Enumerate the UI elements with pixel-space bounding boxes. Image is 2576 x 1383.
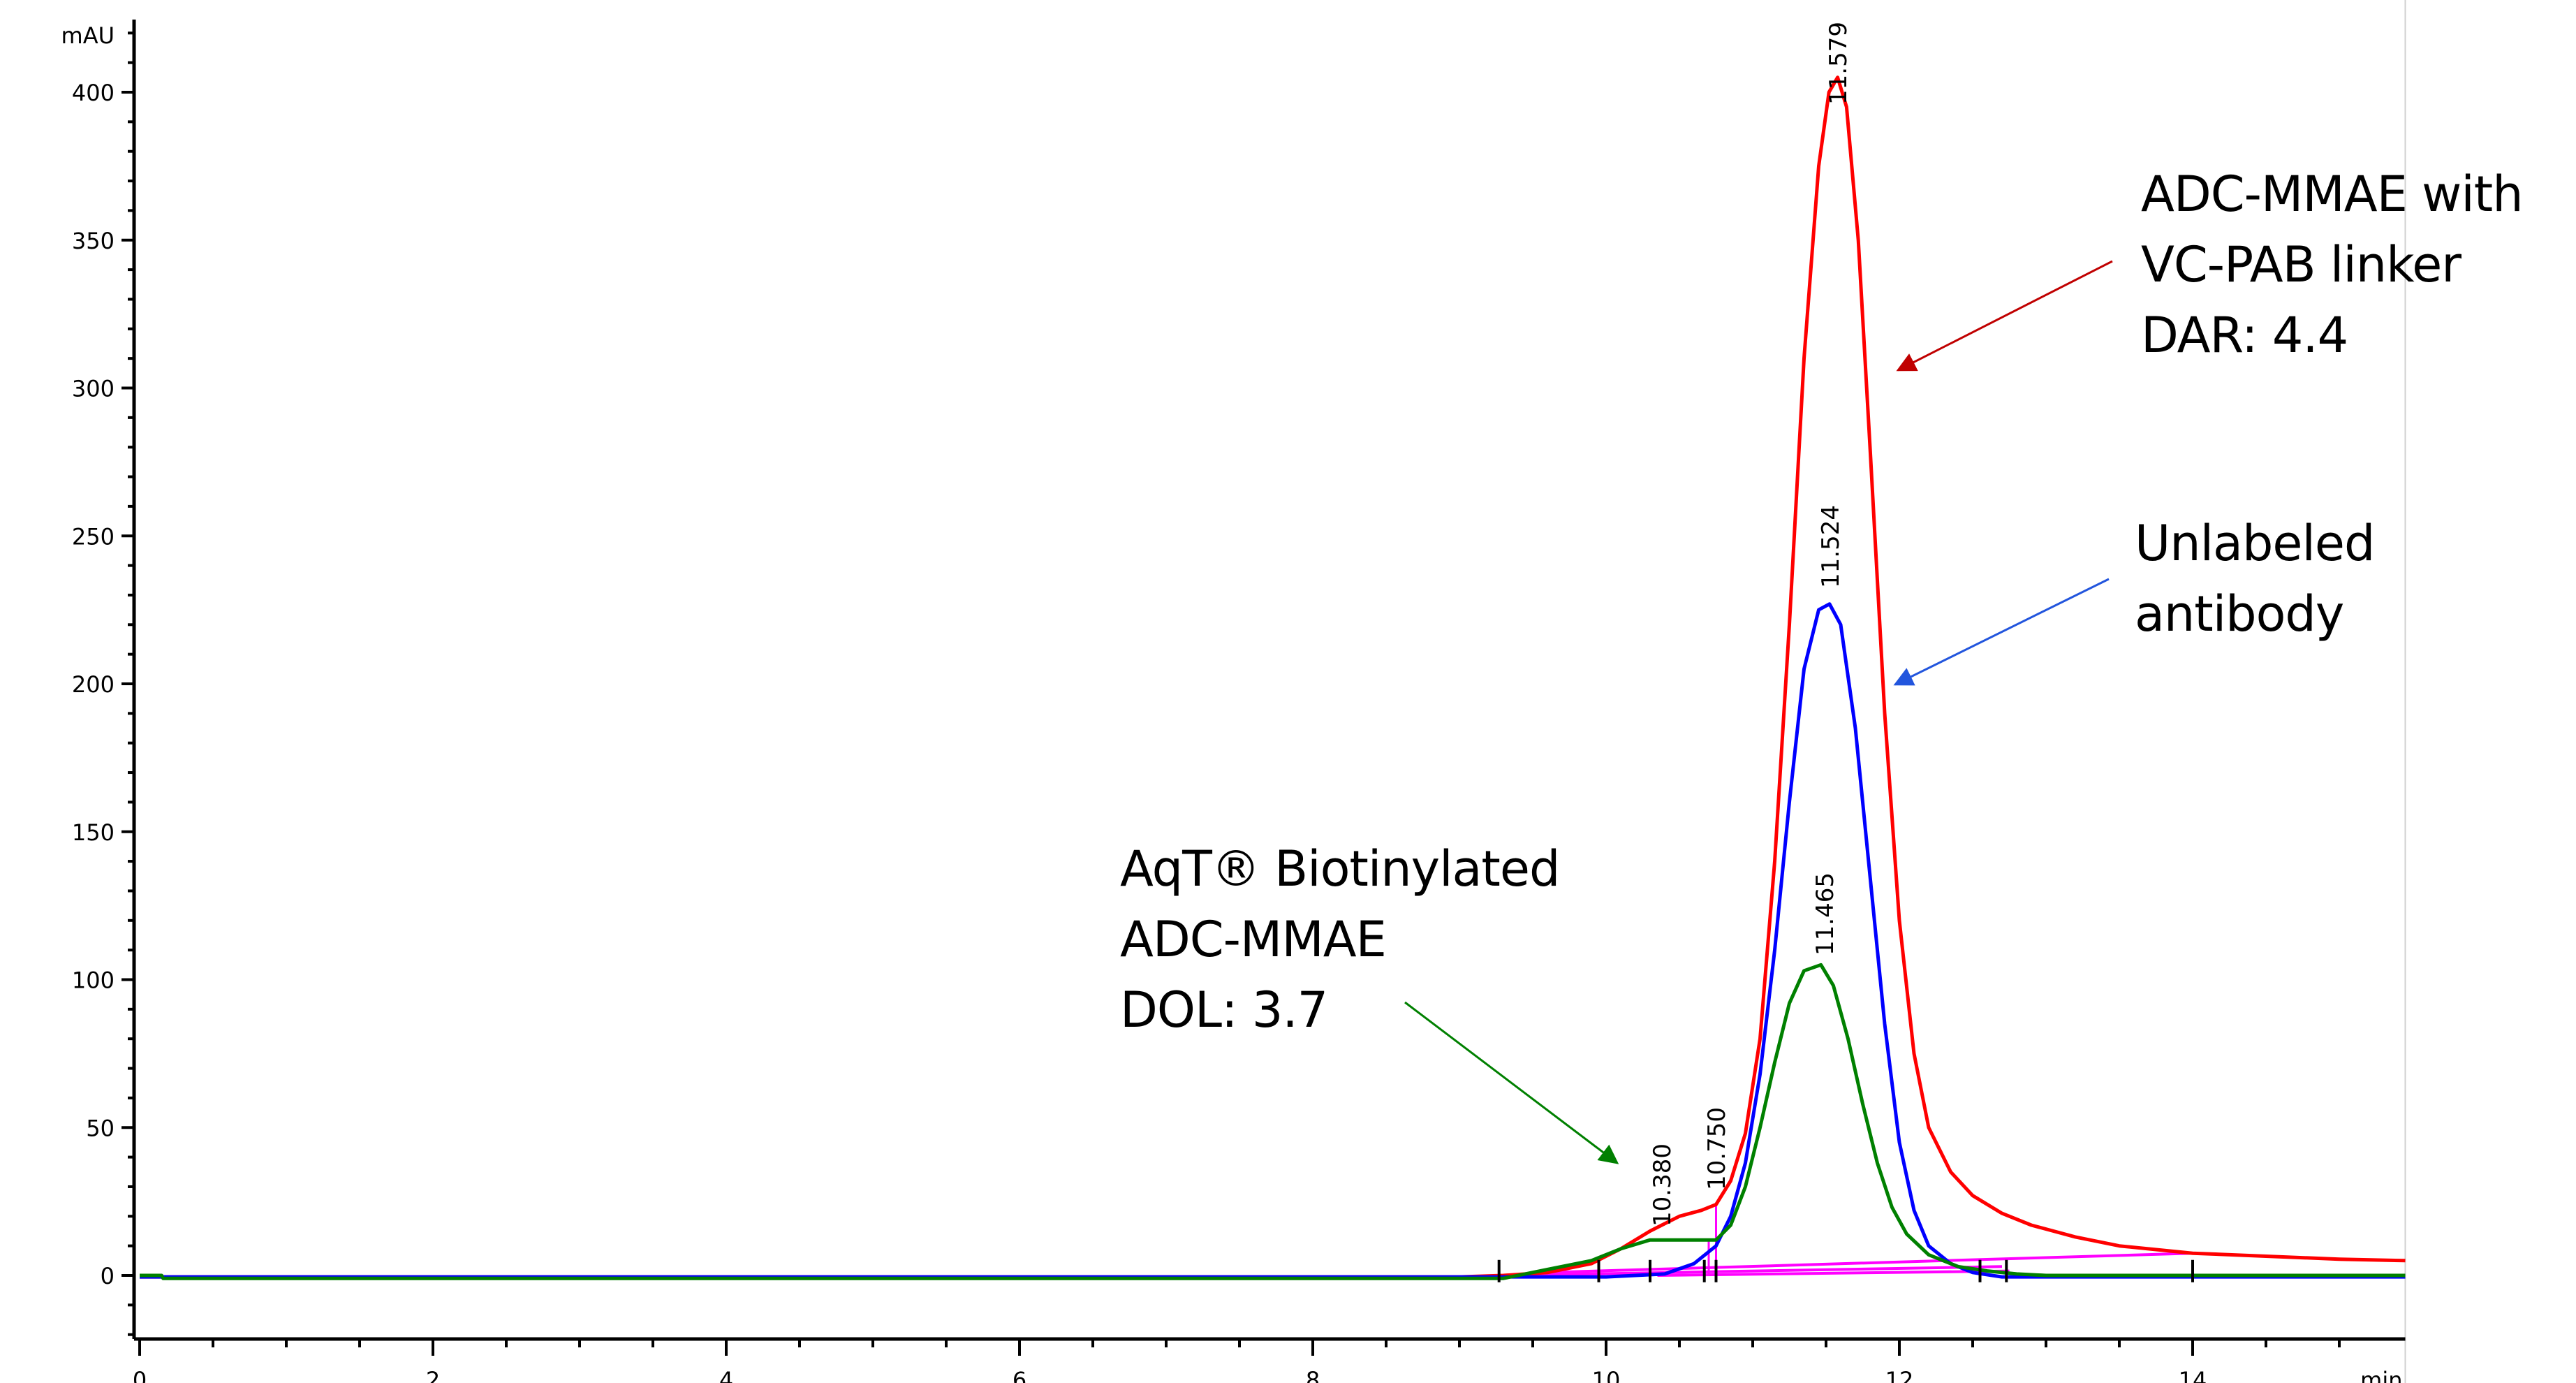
y-tick-label: 400 (72, 80, 115, 106)
annotation-blue-line-2: antibody (2135, 585, 2344, 643)
x-tick-label: 2 (426, 1367, 440, 1383)
integration-tick-marks (1497, 1259, 2194, 1282)
peak-retention-time-labels: 11.579 11.524 11.465 10.380 10.750 (1649, 22, 1853, 1227)
baseline-segment (1503, 1265, 2003, 1277)
annotation-red-adc-mmae-vcpab: ADC-MMAE with VC-PAB linker DAR: 4.4 (2141, 159, 2524, 371)
baseline-segment (1547, 1252, 2193, 1274)
axes: 0 50 100 150 200 250 300 350 400 mAU 0 2 4 6 8 10 12 14 mi… (61, 20, 2406, 1383)
y-tick-label: 100 (72, 967, 115, 994)
trace-008000 (140, 963, 2406, 1280)
annotation-blue-line-1: Unlabeled (2135, 515, 2375, 572)
annotation-green-line-2: ADC-MMAE (1120, 911, 1387, 968)
chromatogram-traces (140, 75, 2406, 1280)
peak-label-10-750: 10.750 (1703, 1107, 1731, 1190)
peak-label-11-524: 11.524 (1817, 505, 1845, 588)
annotation-arrows (1404, 260, 2113, 1164)
annotation-green-line-3: DOL: 3.7 (1120, 981, 1328, 1039)
x-tick-label: 10 (1592, 1367, 1621, 1383)
arrow-red-to-adc-peak (1896, 260, 2113, 372)
trace-ff0000 (140, 75, 2406, 1279)
x-tick-label: 14 (2179, 1367, 2207, 1383)
peak-label-10-380: 10.380 (1649, 1143, 1677, 1227)
peak-label-11-465: 11.465 (1811, 872, 1839, 956)
y-tick-label: 250 (72, 523, 115, 550)
y-tick-label: 300 (72, 376, 115, 402)
trace-0000ff (140, 602, 2406, 1279)
annotation-red-line-2: VC-PAB linker (2141, 236, 2461, 293)
y-tick-label: 50 (86, 1115, 115, 1141)
annotation-green-aqt-biotinylated: AqT® Biotinylated ADC-MMAE DOL: 3.7 (1120, 834, 1560, 1046)
annotation-red-line-3: DAR: 4.4 (2141, 307, 2348, 364)
x-axis-unit-label: min (2360, 1367, 2402, 1383)
annotation-blue-unlabeled-antibody: Unlabeled antibody (2135, 508, 2375, 650)
x-tick-label: 12 (1885, 1367, 1914, 1383)
annotation-green-line-1: AqT® Biotinylated (1120, 840, 1560, 898)
annotation-red-line-1: ADC-MMAE with (2141, 166, 2524, 223)
peak-label-11-579: 11.579 (1825, 22, 1853, 105)
y-tick-label: 150 (72, 819, 115, 846)
arrow-blue-to-antibody-peak (1893, 578, 2110, 686)
x-tick-label: 0 (133, 1367, 147, 1383)
y-tick-label: 0 (101, 1263, 115, 1289)
x-tick-label: 6 (1013, 1367, 1026, 1383)
x-tick-label: 8 (1306, 1367, 1320, 1383)
arrow-green-to-shoulder (1404, 1001, 1619, 1164)
y-tick-label: 350 (72, 228, 115, 254)
y-axis-unit-label: mAU (61, 22, 115, 49)
x-tick-label: 4 (719, 1367, 733, 1383)
y-tick-label: 200 (72, 671, 115, 698)
